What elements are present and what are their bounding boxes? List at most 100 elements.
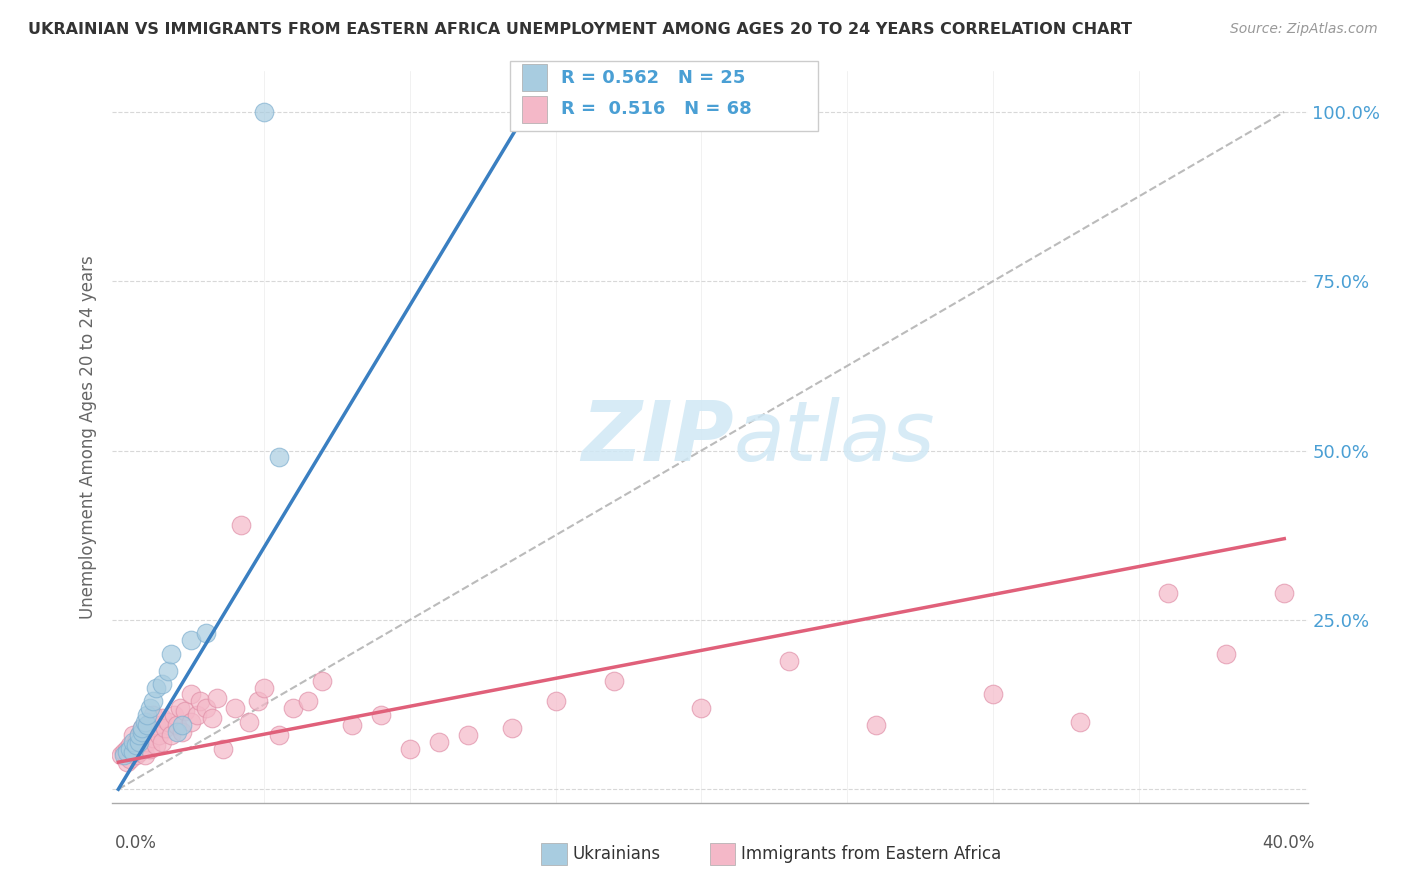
Point xyxy=(253,105,276,120)
Point xyxy=(194,701,217,715)
Point xyxy=(139,701,162,715)
Point xyxy=(131,724,153,739)
Point xyxy=(134,731,156,746)
Point xyxy=(134,748,156,763)
Point xyxy=(115,755,138,769)
Point xyxy=(139,741,162,756)
Point xyxy=(186,707,208,722)
Text: UKRAINIAN VS IMMIGRANTS FROM EASTERN AFRICA UNEMPLOYMENT AMONG AGES 20 TO 24 YEA: UKRAINIAN VS IMMIGRANTS FROM EASTERN AFR… xyxy=(28,22,1132,37)
Point xyxy=(118,752,141,766)
Point xyxy=(136,735,159,749)
Point xyxy=(136,718,159,732)
Text: Immigrants from Eastern Africa: Immigrants from Eastern Africa xyxy=(741,845,1001,863)
Point xyxy=(131,741,153,756)
Point xyxy=(118,741,141,756)
Point xyxy=(125,738,148,752)
Point xyxy=(145,718,167,732)
Text: atlas: atlas xyxy=(734,397,935,477)
Point xyxy=(283,701,305,715)
Point xyxy=(122,745,145,759)
Point xyxy=(166,718,188,732)
Point xyxy=(174,705,197,719)
Point xyxy=(118,738,141,752)
Point xyxy=(122,735,145,749)
Point xyxy=(142,707,165,722)
Text: Source: ZipAtlas.com: Source: ZipAtlas.com xyxy=(1230,22,1378,37)
Point xyxy=(128,728,150,742)
Point xyxy=(200,711,222,725)
Point xyxy=(128,728,150,742)
Point xyxy=(340,718,363,732)
Point xyxy=(229,518,252,533)
Point xyxy=(427,735,450,749)
Point xyxy=(212,741,235,756)
Point xyxy=(112,748,135,763)
Text: Ukrainians: Ukrainians xyxy=(572,845,661,863)
Point xyxy=(145,681,167,695)
Point xyxy=(125,748,148,763)
Point xyxy=(112,745,135,759)
Point xyxy=(865,718,887,732)
Point xyxy=(267,450,290,465)
Point xyxy=(690,701,713,715)
Point xyxy=(115,745,138,759)
Point xyxy=(153,721,176,735)
Point xyxy=(247,694,270,708)
Point xyxy=(188,694,211,708)
Point xyxy=(128,745,150,759)
Point xyxy=(544,694,567,708)
Point xyxy=(194,626,217,640)
Point xyxy=(207,690,229,705)
Text: R = 0.562   N = 25: R = 0.562 N = 25 xyxy=(561,69,745,87)
Point xyxy=(1069,714,1091,729)
Point xyxy=(501,721,523,735)
Point xyxy=(1156,586,1178,600)
Text: 40.0%: 40.0% xyxy=(1263,834,1315,852)
Point xyxy=(142,694,165,708)
Point xyxy=(125,735,148,749)
Point xyxy=(150,711,173,725)
Point xyxy=(1272,586,1295,600)
Point xyxy=(169,701,191,715)
Point xyxy=(370,707,392,722)
Point xyxy=(457,728,479,742)
Point xyxy=(139,714,162,729)
Point xyxy=(159,647,181,661)
Point xyxy=(603,673,626,688)
Point xyxy=(148,728,170,742)
Point xyxy=(981,688,1004,702)
Point xyxy=(115,741,138,756)
Point xyxy=(131,721,153,735)
Point xyxy=(163,707,186,722)
Point xyxy=(150,677,173,691)
Point xyxy=(145,738,167,752)
Point xyxy=(166,724,188,739)
Point xyxy=(128,735,150,749)
Point xyxy=(311,673,333,688)
Point xyxy=(180,633,202,648)
Point xyxy=(778,654,800,668)
Point xyxy=(159,728,181,742)
Text: 0.0%: 0.0% xyxy=(115,834,157,852)
Point xyxy=(267,728,290,742)
Point xyxy=(142,731,165,746)
Point xyxy=(238,714,260,729)
Point xyxy=(156,714,179,729)
Text: ZIP: ZIP xyxy=(581,397,734,477)
Y-axis label: Unemployment Among Ages 20 to 24 years: Unemployment Among Ages 20 to 24 years xyxy=(79,255,97,619)
Point xyxy=(1215,647,1237,661)
Point xyxy=(180,714,202,729)
Point xyxy=(398,741,420,756)
Point xyxy=(224,701,246,715)
Point xyxy=(180,688,202,702)
Point xyxy=(172,724,194,739)
Point xyxy=(136,721,159,735)
Point xyxy=(122,728,145,742)
Point xyxy=(253,681,276,695)
Text: R =  0.516   N = 68: R = 0.516 N = 68 xyxy=(561,100,752,119)
Point xyxy=(110,748,132,763)
Point xyxy=(131,721,153,735)
Point xyxy=(297,694,319,708)
Point xyxy=(150,735,173,749)
Point xyxy=(172,718,194,732)
